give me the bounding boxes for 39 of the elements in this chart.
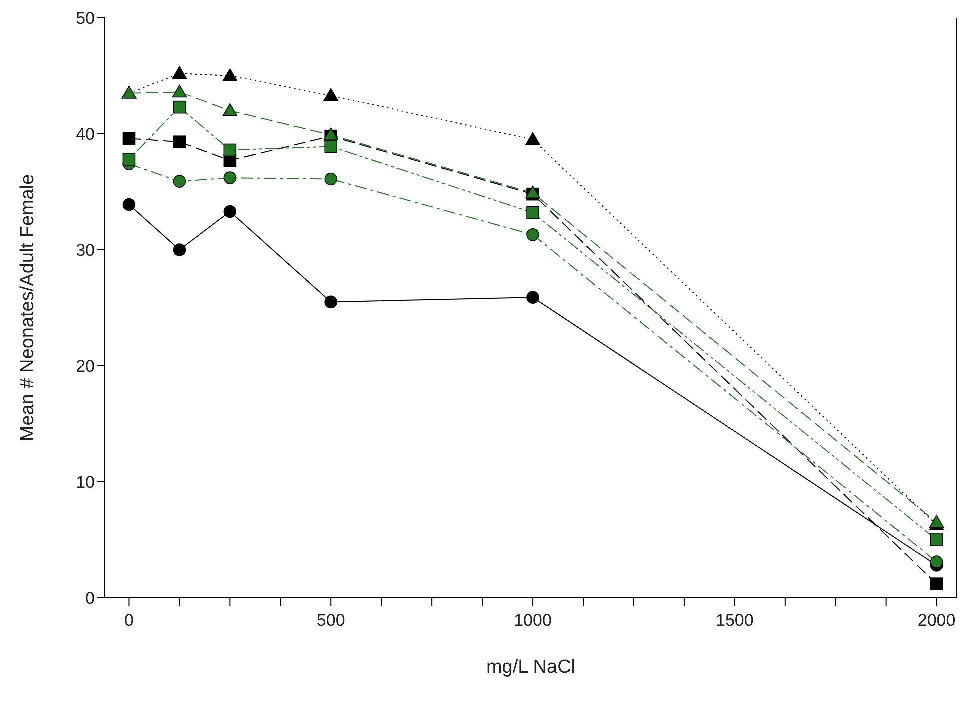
point <box>929 515 944 528</box>
point <box>526 228 540 242</box>
y-tick-label: 20 <box>76 357 95 376</box>
y-tick-label: 10 <box>76 473 95 492</box>
point <box>122 198 136 212</box>
point <box>172 84 188 98</box>
x-tick-label: 2000 <box>918 611 956 630</box>
point <box>224 205 237 218</box>
point <box>930 556 944 568</box>
point <box>324 296 338 309</box>
point <box>324 140 338 154</box>
x-tick-label: 1000 <box>514 611 552 630</box>
point <box>173 136 186 149</box>
y-tick-label: 30 <box>76 241 95 260</box>
point <box>526 291 540 304</box>
point <box>224 172 237 184</box>
point <box>173 175 186 188</box>
point <box>526 132 540 146</box>
point <box>324 88 339 102</box>
x-tick-label: 0 <box>124 611 134 630</box>
y-axis-title: Mean # Neonates/Adult Female <box>18 174 39 442</box>
point <box>122 132 136 146</box>
point <box>222 103 238 116</box>
point <box>930 534 944 546</box>
point <box>173 100 186 114</box>
point <box>324 172 338 186</box>
point <box>224 144 237 157</box>
x-tick-label: 500 <box>316 611 346 630</box>
point <box>172 66 188 80</box>
y-tick-label: 0 <box>86 589 95 608</box>
point <box>222 68 238 82</box>
y-tick-label: 50 <box>76 9 95 28</box>
point <box>173 244 186 256</box>
x-axis-title: mg/L NaCl <box>486 657 576 678</box>
x-tick-label: 1500 <box>716 611 754 630</box>
y-tick-label: 40 <box>76 125 95 144</box>
point <box>930 578 944 590</box>
point <box>526 206 540 220</box>
point <box>122 153 136 166</box>
